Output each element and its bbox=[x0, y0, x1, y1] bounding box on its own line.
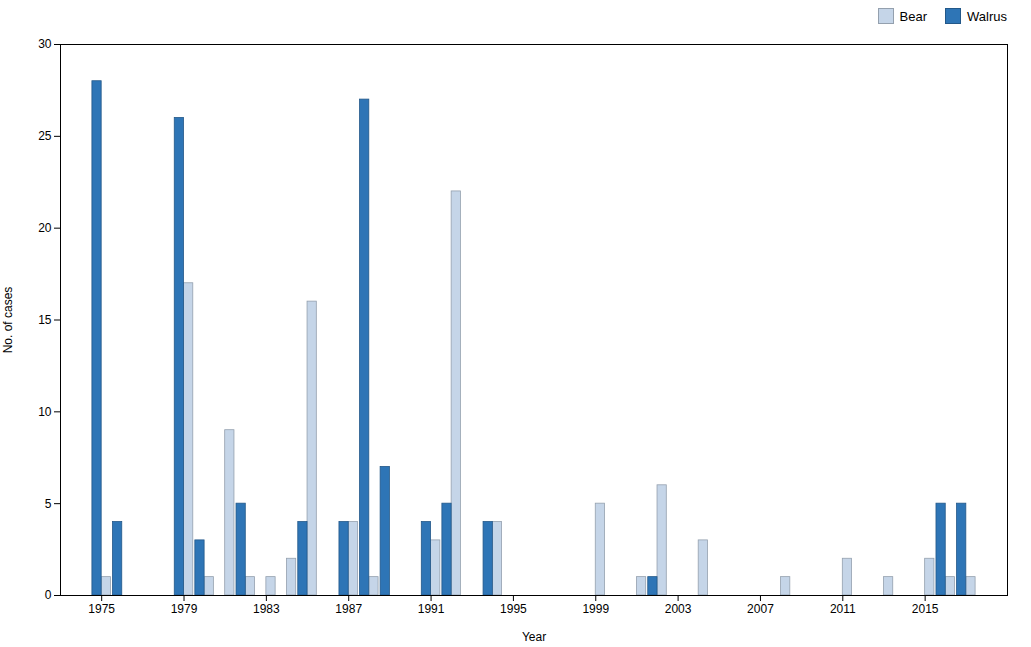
svg-text:10: 10 bbox=[38, 405, 52, 419]
svg-text:5: 5 bbox=[45, 497, 52, 511]
svg-text:1987: 1987 bbox=[335, 602, 362, 616]
svg-text:20: 20 bbox=[38, 221, 52, 235]
svg-text:2015: 2015 bbox=[912, 602, 939, 616]
svg-text:2011: 2011 bbox=[830, 602, 856, 616]
html-text:Bear: Bear bbox=[899, 8, 927, 24]
svg-text:1995: 1995 bbox=[500, 602, 527, 616]
svg-text:No. of cases: No. of cases bbox=[1, 287, 15, 354]
svg-text:25: 25 bbox=[38, 129, 52, 143]
svg-text:1983: 1983 bbox=[253, 602, 280, 616]
svg-text:1991: 1991 bbox=[418, 602, 445, 616]
svg-text:15: 15 bbox=[38, 313, 52, 327]
svg-text:30: 30 bbox=[38, 37, 52, 51]
svg-text:2003: 2003 bbox=[665, 602, 692, 616]
svg-text:1999: 1999 bbox=[582, 602, 609, 616]
svg-text:2007: 2007 bbox=[747, 602, 774, 616]
html-text:Walrus: Walrus bbox=[967, 8, 1007, 24]
svg-text:1979: 1979 bbox=[171, 602, 198, 616]
svg-text:1975: 1975 bbox=[88, 602, 115, 616]
svg-text:Year: Year bbox=[522, 630, 546, 644]
svg-text:0: 0 bbox=[45, 588, 52, 602]
